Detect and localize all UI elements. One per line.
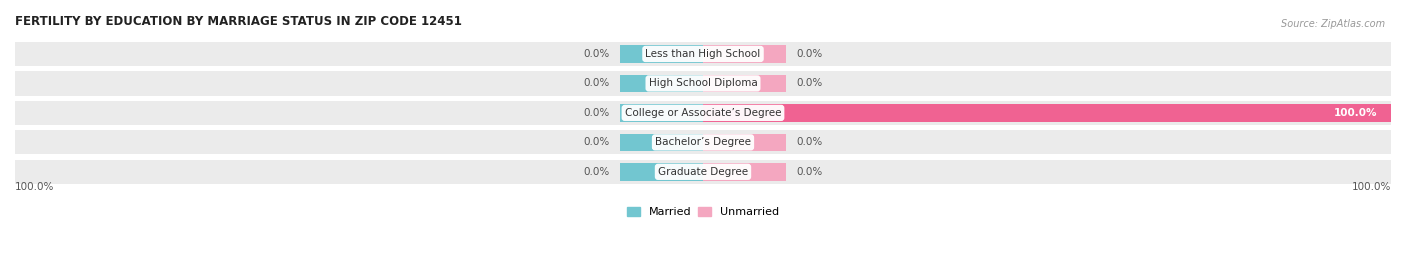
Text: High School Diploma: High School Diploma: [648, 79, 758, 89]
Bar: [15, 71, 1391, 95]
Text: 100.0%: 100.0%: [1334, 108, 1378, 118]
Text: 0.0%: 0.0%: [796, 49, 823, 59]
Bar: [703, 133, 786, 151]
Text: 100.0%: 100.0%: [1351, 182, 1391, 192]
Text: 0.0%: 0.0%: [583, 167, 610, 177]
Bar: [703, 45, 786, 63]
Bar: [620, 133, 703, 151]
Bar: [620, 45, 703, 63]
Text: 100.0%: 100.0%: [15, 182, 55, 192]
Bar: [620, 75, 703, 92]
Text: FERTILITY BY EDUCATION BY MARRIAGE STATUS IN ZIP CODE 12451: FERTILITY BY EDUCATION BY MARRIAGE STATU…: [15, 15, 463, 28]
Text: 0.0%: 0.0%: [583, 108, 610, 118]
Legend: Married, Unmarried: Married, Unmarried: [621, 203, 785, 222]
Bar: [15, 101, 1391, 125]
Text: 0.0%: 0.0%: [583, 79, 610, 89]
Bar: [15, 130, 1391, 154]
Bar: [703, 75, 786, 92]
Bar: [15, 160, 1391, 184]
Text: 0.0%: 0.0%: [796, 137, 823, 147]
Bar: [620, 104, 703, 122]
Text: 0.0%: 0.0%: [796, 167, 823, 177]
Text: 0.0%: 0.0%: [583, 137, 610, 147]
Bar: [15, 42, 1391, 66]
Text: Source: ZipAtlas.com: Source: ZipAtlas.com: [1281, 19, 1385, 29]
Bar: [703, 163, 786, 181]
Bar: [703, 104, 1391, 122]
Text: Bachelor’s Degree: Bachelor’s Degree: [655, 137, 751, 147]
Text: 0.0%: 0.0%: [583, 49, 610, 59]
Text: College or Associate’s Degree: College or Associate’s Degree: [624, 108, 782, 118]
Text: 0.0%: 0.0%: [796, 79, 823, 89]
Text: Graduate Degree: Graduate Degree: [658, 167, 748, 177]
Bar: [620, 163, 703, 181]
Text: Less than High School: Less than High School: [645, 49, 761, 59]
